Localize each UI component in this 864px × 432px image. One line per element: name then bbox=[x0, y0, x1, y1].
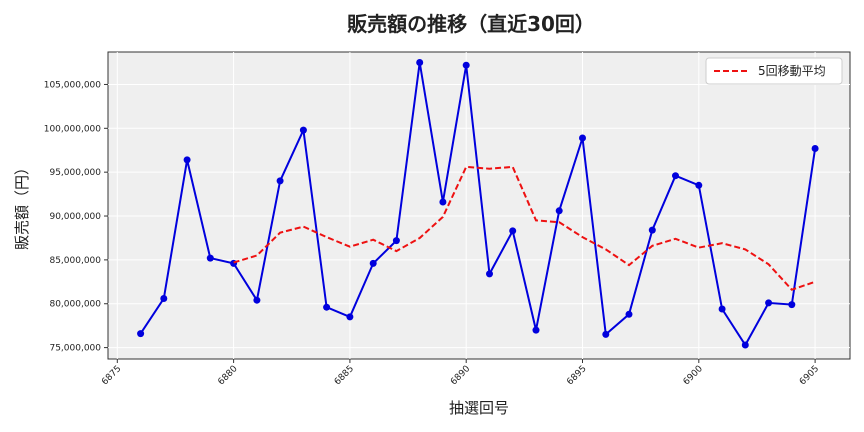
legend-box bbox=[705, 57, 843, 85]
sales-point bbox=[509, 227, 517, 235]
sales-point bbox=[625, 310, 633, 318]
sales-point bbox=[811, 145, 819, 152]
sales-point bbox=[276, 177, 284, 185]
x-tick-label: 6905 bbox=[798, 364, 821, 387]
sales-point bbox=[299, 126, 307, 134]
y-tick-label: 85,000,000 bbox=[49, 256, 101, 266]
sales-point bbox=[718, 305, 726, 313]
sales-point bbox=[392, 237, 400, 245]
legend: 5回移動平均 bbox=[705, 57, 843, 85]
legend-label-moving-average: 5回移動平均 bbox=[758, 64, 826, 78]
x-tick-label: 6895 bbox=[565, 364, 588, 387]
sales-point bbox=[602, 330, 610, 338]
x-tick-label: 6900 bbox=[682, 364, 705, 387]
x-tick-label: 6880 bbox=[216, 364, 239, 387]
sales-point bbox=[532, 326, 540, 334]
y-tick-label: 75,000,000 bbox=[49, 344, 101, 354]
sales-point bbox=[555, 207, 563, 215]
sales-point bbox=[346, 313, 354, 321]
sales-point bbox=[462, 61, 470, 69]
y-tick-label: 105,000,000 bbox=[44, 80, 102, 90]
sales-point bbox=[369, 259, 377, 267]
sales-point bbox=[160, 295, 168, 302]
moving-average-line bbox=[233, 165, 816, 291]
y-tick-label: 100,000,000 bbox=[44, 124, 102, 134]
sales-point bbox=[486, 270, 493, 278]
sales-line bbox=[139, 62, 817, 347]
sales-point bbox=[788, 301, 796, 309]
sales-point bbox=[579, 134, 586, 142]
sales-point bbox=[439, 198, 447, 206]
sales-point bbox=[183, 156, 191, 164]
chart-title: 販売額の推移（直近30回） bbox=[347, 12, 595, 36]
sales-point bbox=[648, 226, 656, 234]
y-tick-label: 90,000,000 bbox=[49, 212, 101, 222]
y-axis-label: 販売額（円） bbox=[13, 160, 31, 250]
y-tick-label: 95,000,000 bbox=[49, 168, 101, 178]
sales-point bbox=[416, 59, 424, 66]
sales-point bbox=[765, 299, 773, 307]
sales-point bbox=[206, 254, 214, 262]
sales-point bbox=[323, 303, 331, 311]
x-tick-label: 6885 bbox=[333, 364, 356, 387]
sales-point bbox=[137, 330, 145, 338]
y-tick-label: 80,000,000 bbox=[49, 300, 101, 310]
x-axis-label: 抽選回号 bbox=[449, 399, 509, 417]
sales-point bbox=[695, 181, 703, 189]
sales-point bbox=[741, 341, 749, 349]
series-layer bbox=[137, 59, 819, 349]
sales-point bbox=[253, 296, 261, 304]
plot-area bbox=[107, 51, 851, 360]
x-tick-label: 6875 bbox=[100, 364, 123, 387]
x-tick-label: 6890 bbox=[449, 364, 472, 387]
sales-point bbox=[672, 172, 679, 180]
